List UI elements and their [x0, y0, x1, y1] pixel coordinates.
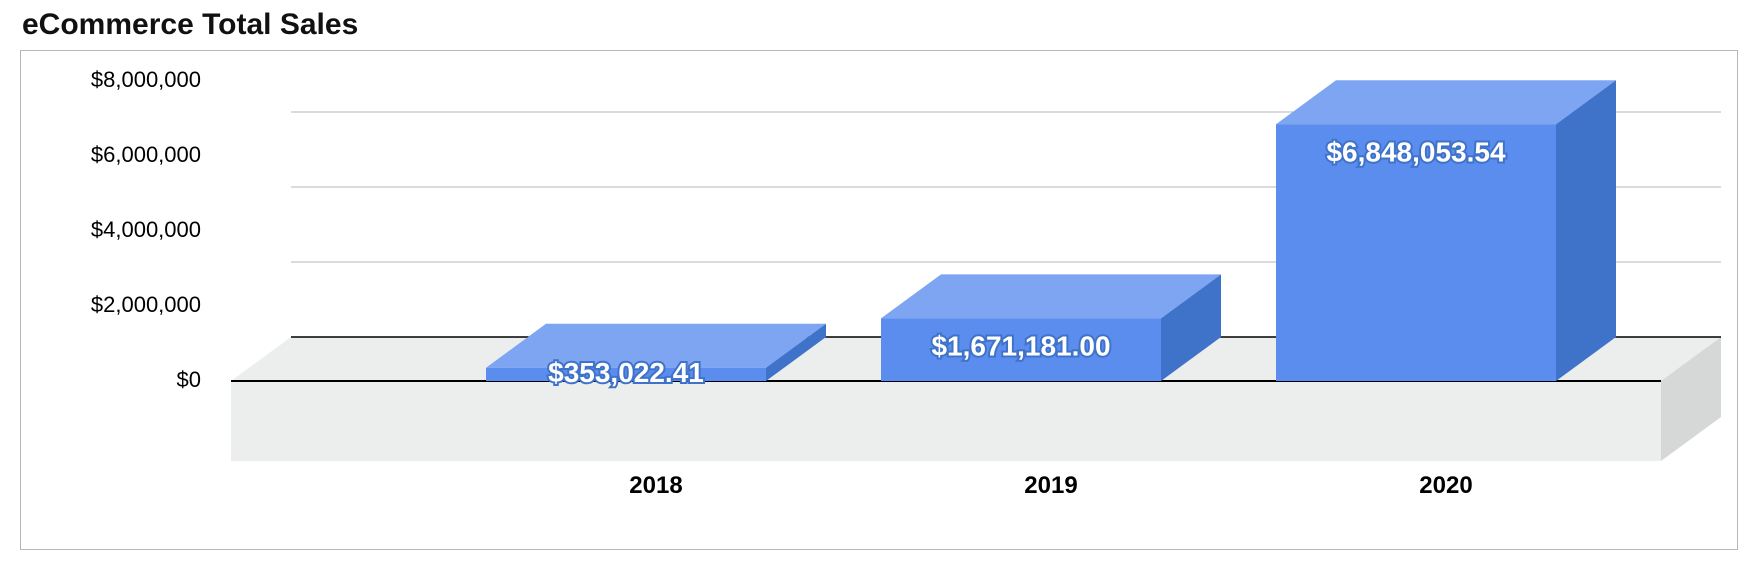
x-tick-label: 2020 [1419, 472, 1472, 499]
bar-value-label: $6,848,053.54 [1326, 137, 1505, 168]
chart-title: eCommerce Total Sales [22, 8, 1738, 42]
y-tick-label: $8,000,000 [91, 67, 201, 92]
y-axis-labels: $0 $2,000,000 $4,000,000 $6,000,000 $8,000,0… [91, 67, 201, 392]
y-tick-label: $0 [177, 367, 201, 392]
y-tick-label: $2,000,000 [91, 292, 201, 317]
y-tick-label: $4,000,000 [91, 217, 201, 242]
x-tick-label: 2018 [629, 472, 682, 499]
bar [1276, 80, 1616, 381]
bar-value-label: $1,671,181.00 [931, 331, 1110, 362]
chart-frame: $0 $2,000,000 $4,000,000 $6,000,000 $8,000,0… [20, 50, 1738, 550]
y-tick-label: $6,000,000 [91, 142, 201, 167]
bar-value-label: $353,022.41 [548, 357, 704, 388]
x-axis-labels: 2018 2019 2020 [629, 472, 1472, 499]
x-tick-label: 2019 [1024, 472, 1077, 499]
bar [881, 274, 1221, 381]
bar-chart: $0 $2,000,000 $4,000,000 $6,000,000 $8,000,0… [21, 51, 1737, 549]
